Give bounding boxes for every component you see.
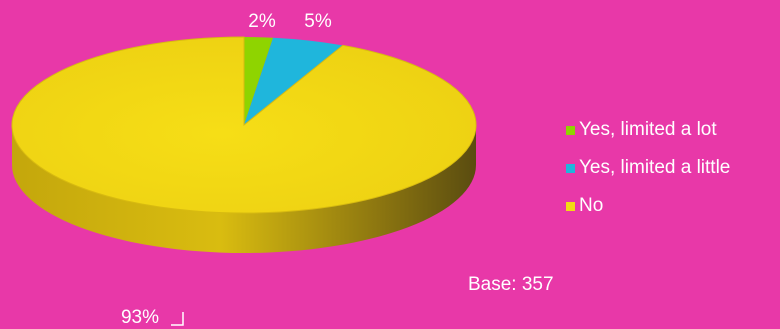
pct-label-no: 93% [121,307,159,328]
pie-slice-limited-a-little [244,37,343,125]
pie-side [12,125,476,253]
pie-slice-no [11,36,477,214]
base-note: Base: 357 [468,274,554,295]
legend-swatch-no [566,201,575,211]
legend-label-no: No [579,195,604,216]
pie-labels: 2% 5% 93% [121,11,332,328]
pie-slices [11,36,477,214]
legend-item-limited-a-lot: Yes, limited a lot [566,118,730,142]
legend-label-limited-a-lot: Yes, limited a lot [579,119,717,140]
legend-label-limited-a-little: Yes, limited a little [579,157,731,178]
pct-label-limited-a-lot: 2% [248,11,276,32]
legend: Yes, limited a lot Yes, limited a little… [566,118,730,218]
pct-label-limited-a-little: 5% [304,11,332,32]
pie-side-wall [12,125,476,253]
legend-item-no: No [566,194,730,218]
pie-slice-limited-a-lot [244,37,274,125]
legend-swatch-limited-a-little [566,163,575,173]
legend-swatch-limited-a-lot [566,125,575,135]
pct-leader-line [171,312,184,326]
legend-item-limited-a-little: Yes, limited a little [566,156,730,180]
